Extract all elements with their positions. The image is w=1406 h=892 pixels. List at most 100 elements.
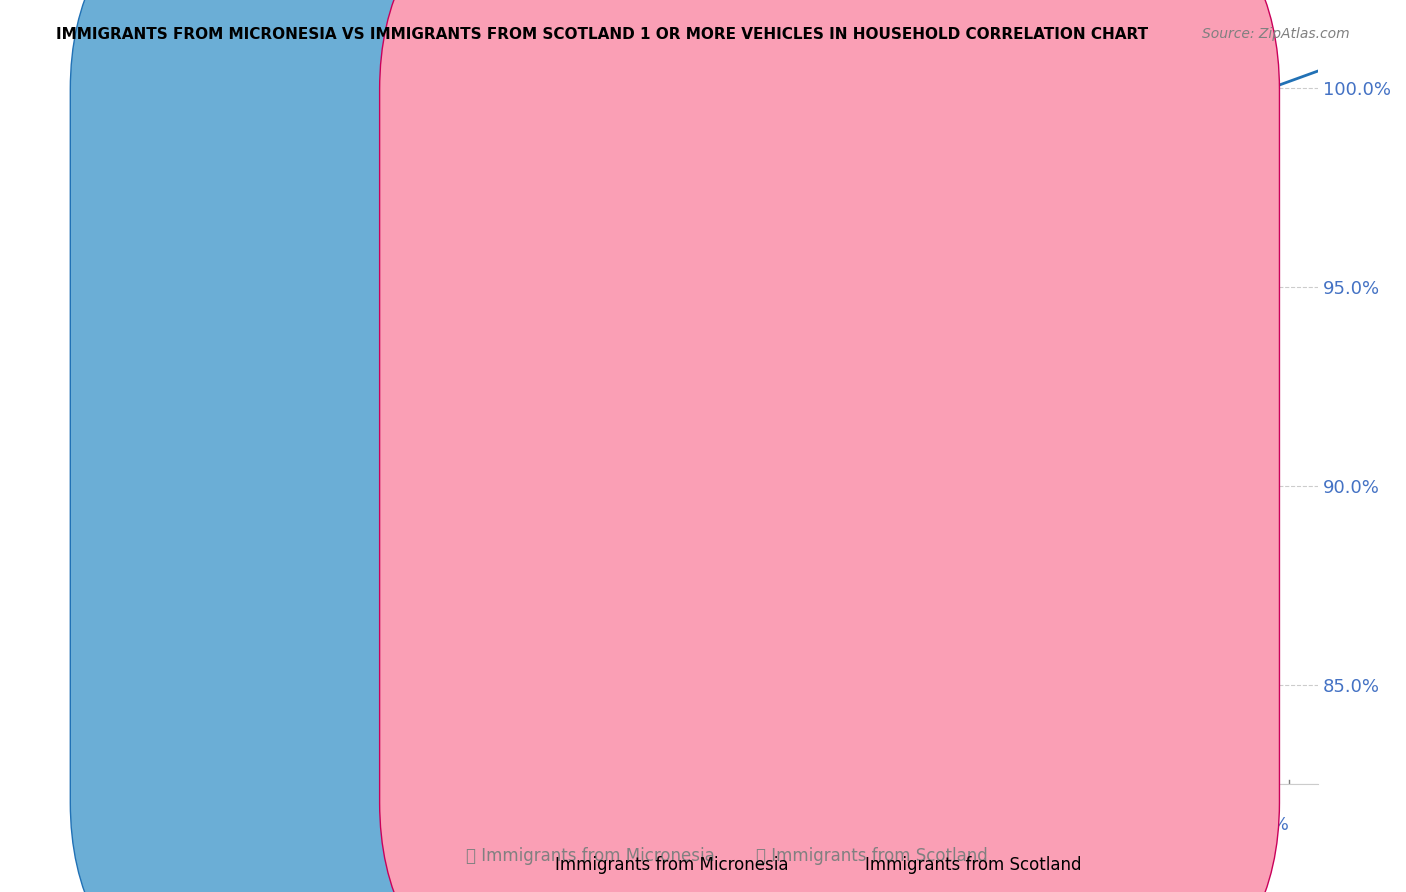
Point xyxy=(222,350,245,364)
Point xyxy=(523,126,546,140)
Point xyxy=(136,294,159,309)
Point xyxy=(366,247,388,261)
Point xyxy=(157,73,180,87)
Point xyxy=(273,73,295,87)
Point xyxy=(188,279,211,293)
Point xyxy=(107,315,129,329)
Point xyxy=(546,289,568,303)
Point xyxy=(347,377,370,392)
Point xyxy=(599,93,621,107)
Point xyxy=(295,185,318,199)
Point xyxy=(115,282,138,296)
Text: ⬜ Immigrants from Scotland: ⬜ Immigrants from Scotland xyxy=(756,847,987,865)
Point xyxy=(298,521,321,535)
Point xyxy=(247,220,270,235)
Legend: R = 0.450   N = 43, R = 0.308   N = 63: R = 0.450 N = 43, R = 0.308 N = 63 xyxy=(734,85,969,158)
Point xyxy=(111,479,134,493)
Point xyxy=(114,370,136,384)
Point xyxy=(157,415,180,429)
Point xyxy=(298,652,321,666)
Point xyxy=(155,388,177,402)
Point xyxy=(236,343,259,358)
Point xyxy=(211,629,233,643)
Point xyxy=(195,144,218,158)
Point xyxy=(215,354,238,368)
Point xyxy=(194,521,217,535)
Point xyxy=(214,343,236,358)
Point xyxy=(129,516,152,530)
Point xyxy=(298,82,321,96)
Point xyxy=(143,226,166,240)
Point xyxy=(136,255,159,269)
Point xyxy=(370,252,392,266)
Point xyxy=(172,326,194,341)
Point xyxy=(166,319,188,334)
Point xyxy=(114,491,136,505)
Point xyxy=(153,437,176,451)
Point xyxy=(190,492,212,507)
Text: Immigrants from Scotland: Immigrants from Scotland xyxy=(865,856,1081,874)
Point xyxy=(122,307,145,321)
Point xyxy=(619,408,641,422)
Point xyxy=(187,433,209,447)
Point xyxy=(274,524,297,538)
Point xyxy=(107,404,129,418)
Point xyxy=(120,669,142,683)
Point xyxy=(173,537,195,551)
Point xyxy=(316,302,339,317)
Point xyxy=(222,252,245,266)
Point xyxy=(167,428,190,442)
Point xyxy=(540,227,562,241)
Text: Source: ZipAtlas.com: Source: ZipAtlas.com xyxy=(1202,27,1350,41)
Point xyxy=(129,555,152,569)
Point xyxy=(110,383,132,397)
Point xyxy=(145,487,167,501)
Point xyxy=(183,214,205,228)
Point xyxy=(170,516,193,531)
Point xyxy=(385,284,408,298)
Point xyxy=(257,428,280,442)
Point xyxy=(134,495,156,509)
Point xyxy=(108,86,131,100)
Point xyxy=(134,697,156,711)
Point xyxy=(440,73,463,87)
Point xyxy=(135,558,157,573)
Point xyxy=(129,329,152,343)
Point xyxy=(114,339,136,353)
Point xyxy=(159,485,181,500)
Point xyxy=(136,139,159,153)
Point xyxy=(139,655,162,669)
Point xyxy=(489,83,512,97)
Point xyxy=(138,456,160,470)
Point xyxy=(186,194,208,209)
Point xyxy=(150,456,173,470)
Point xyxy=(194,227,217,241)
Point xyxy=(132,530,155,544)
Point xyxy=(330,503,353,517)
Point xyxy=(239,635,262,649)
Point xyxy=(138,328,160,343)
Point xyxy=(190,504,212,518)
Point xyxy=(111,473,134,487)
Point xyxy=(129,77,152,91)
Point xyxy=(118,238,141,252)
Point xyxy=(205,323,228,337)
Text: 0.0%: 0.0% xyxy=(115,815,162,834)
Point xyxy=(138,339,160,353)
Point xyxy=(336,245,359,260)
Text: ⬜ Immigrants from Micronesia: ⬜ Immigrants from Micronesia xyxy=(467,847,714,865)
Point xyxy=(602,211,624,226)
Point xyxy=(242,639,264,653)
Point xyxy=(120,306,142,320)
Point xyxy=(150,272,173,286)
Text: 40.0%: 40.0% xyxy=(1232,815,1289,834)
Text: IMMIGRANTS FROM MICRONESIA VS IMMIGRANTS FROM SCOTLAND 1 OR MORE VEHICLES IN HOU: IMMIGRANTS FROM MICRONESIA VS IMMIGRANTS… xyxy=(56,27,1149,42)
Point xyxy=(416,392,439,407)
Point xyxy=(222,427,245,442)
Point xyxy=(187,353,209,368)
Point xyxy=(124,745,146,759)
Point xyxy=(344,329,367,343)
Point xyxy=(399,270,422,285)
Point xyxy=(243,506,266,520)
Y-axis label: 1 or more Vehicles in Household: 1 or more Vehicles in Household xyxy=(72,292,89,560)
